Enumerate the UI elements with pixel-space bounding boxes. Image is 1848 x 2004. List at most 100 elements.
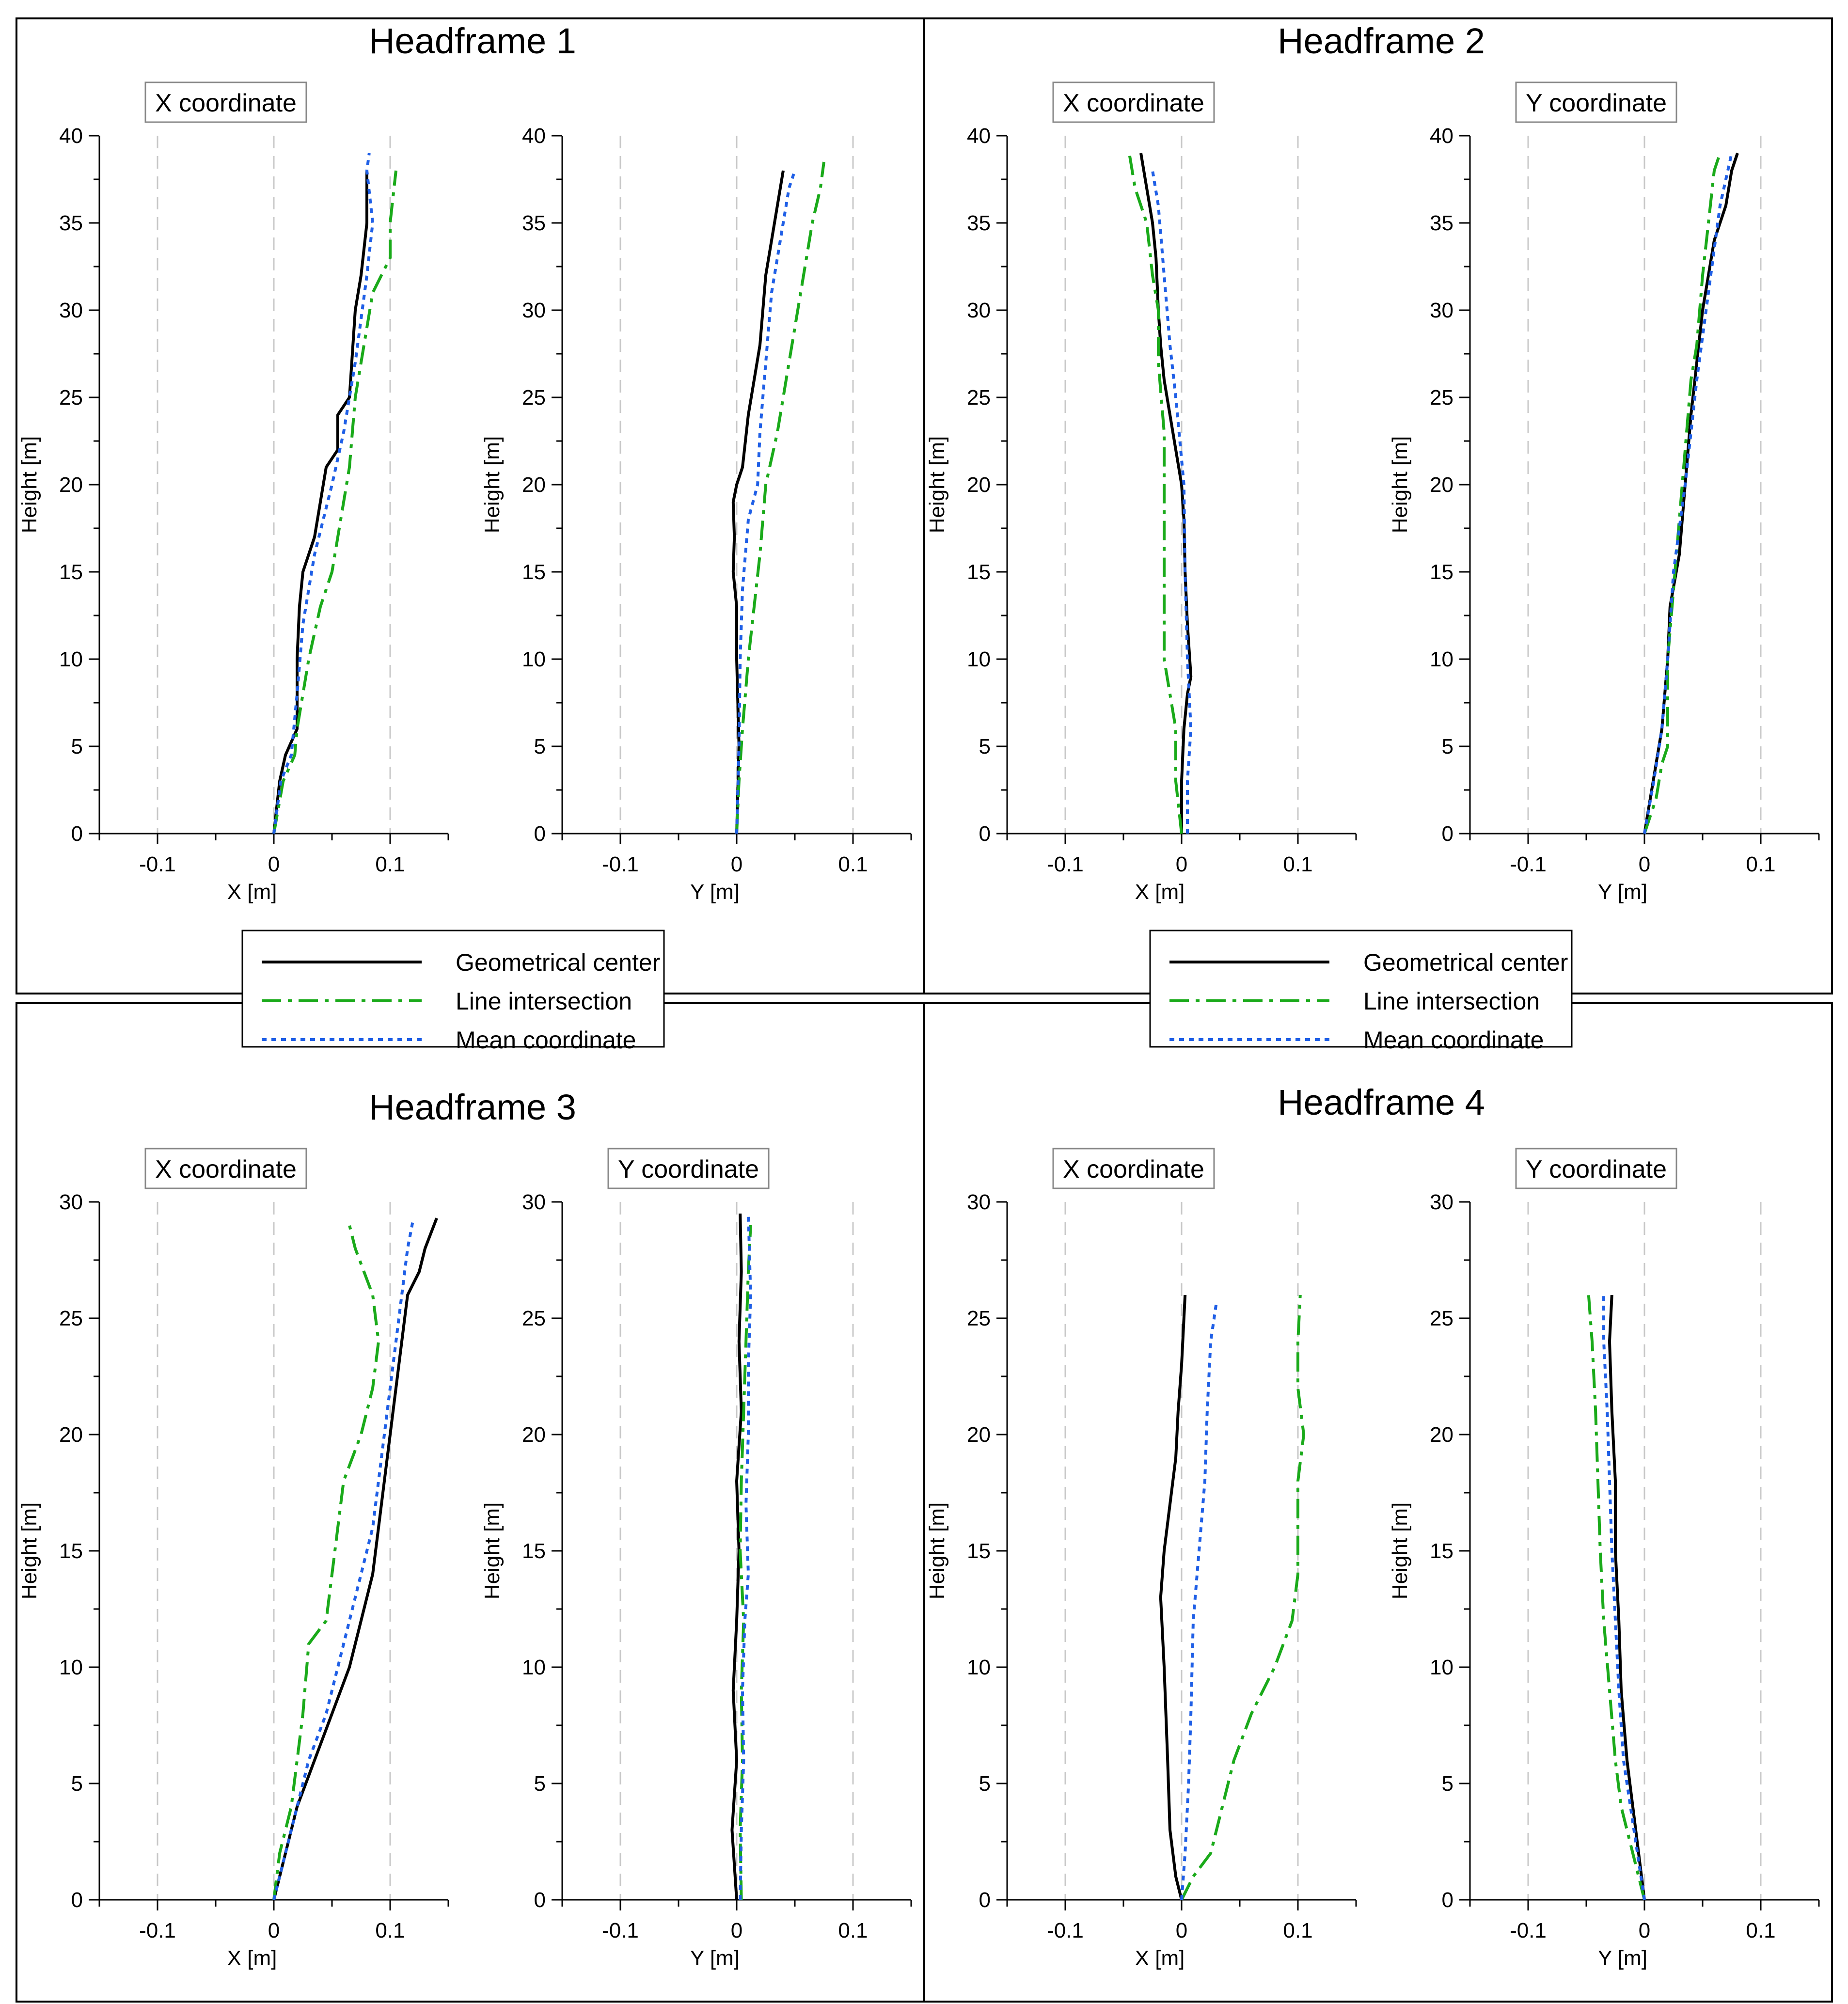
- hf3-panel2-ytick-label-4: 20: [522, 1423, 546, 1447]
- hf1-panel2-plot: 0 5 10 15 20 25 30 35 40 -0.1 0 0.1 Y [m] Height [m]: [480, 124, 912, 904]
- hf4-panel2-coord-label: Y coordinate: [1526, 1155, 1667, 1183]
- hf4-panel2-ytick-label-2: 10: [1430, 1656, 1453, 1679]
- hf2-panel1-ylabel: Height [m]: [925, 436, 949, 534]
- hf4-panel2-xlabel: Y [m]: [1598, 1946, 1647, 1970]
- hf1-panel2-ytick-label-1: 5: [534, 735, 546, 758]
- hf3-panel1-coord-label-box: [144, 1148, 307, 1189]
- hf2-panel2-ytick-label-6: 30: [1430, 299, 1453, 322]
- hf4-panel1-ylabel: Height [m]: [925, 1502, 949, 1600]
- headframe-3-title: Headframe 3: [369, 1087, 576, 1127]
- hf3-panel2-xtick-label-1: 0: [731, 1919, 742, 1942]
- hf3-panel2-ylabel: Height [m]: [480, 1502, 504, 1600]
- hf3-panel1-ytick-label-6: 30: [59, 1190, 83, 1214]
- hf2-panel2-coord-label-box: [1515, 81, 1677, 123]
- hf1-panel1-series-line: [272, 170, 397, 834]
- legend-1-label-geo: Geometrical center: [456, 949, 660, 976]
- hf4-panel2-ytick-label-0: 0: [1442, 1888, 1453, 1912]
- hf2-panel2-xlabel: Y [m]: [1598, 880, 1647, 904]
- hf2-panel1-ytick-label-8: 40: [967, 124, 991, 148]
- hf3-panel2-ytick-label-2: 10: [522, 1656, 546, 1679]
- headframe-1-frame: [16, 17, 925, 994]
- hf3-panel2-xlabel: Y [m]: [690, 1946, 740, 1970]
- hf1-panel1-ytick-label-1: 5: [71, 735, 83, 758]
- hf3-panel1-xtick-label-2: 0.1: [375, 1919, 405, 1942]
- legend-2-label-geo: Geometrical center: [1363, 949, 1568, 976]
- hf2-panel2-series-mean: [1643, 153, 1733, 834]
- legend-2-box: [1149, 930, 1573, 1048]
- hf2-panel1-coord-label-box: [1052, 81, 1215, 123]
- headframe-2-frame: [923, 17, 1833, 994]
- hf3-panel1-xtick-label-1: 0: [268, 1919, 280, 1942]
- hf4-panel1-ytick-label-4: 20: [967, 1423, 991, 1447]
- hf4-panel2-ytick-label-4: 20: [1430, 1423, 1453, 1447]
- hf4-panel2-series-line: [1587, 1294, 1646, 1900]
- hf3-panel2-plot: 0 5 10 15 20 25 30 -0.1 0 0.1 Y [m] Height [m] Y coo…: [480, 1148, 912, 1970]
- hf1-panel2-ytick-label-2: 10: [522, 647, 546, 671]
- hf3-panel1-ytick-label-1: 5: [71, 1772, 83, 1796]
- hf4-panel2-xtick-label-2: 0.1: [1746, 1919, 1775, 1942]
- plot-panels: 0 5 10 15 20 25 30 35 40 -0.1 0 0.1 X [m] Height [m] X…: [17, 81, 1820, 1970]
- hf3-panel2-xtick-label-0: -0.1: [602, 1919, 639, 1942]
- hf4-panel2-xtick-label-1: 0: [1639, 1919, 1650, 1942]
- hf4-panel2-ytick-label-3: 15: [1430, 1539, 1453, 1563]
- hf1-panel1-series-mean: [272, 153, 374, 834]
- hf4-panel1-coord-label-box: [1052, 1148, 1215, 1189]
- hf1-panel1-series-geo: [272, 171, 368, 834]
- hf2-panel2-ytick-label-0: 0: [1442, 822, 1453, 846]
- hf1-panel1-ytick-label-0: 0: [71, 822, 83, 846]
- hf4-panel2-ytick-label-5: 25: [1430, 1307, 1453, 1330]
- hf2-panel2-ytick-label-4: 20: [1430, 473, 1453, 497]
- hf2-panel1-ytick-label-5: 25: [967, 386, 991, 410]
- hf2-panel1-plot: 0 5 10 15 20 25 30 35 40 -0.1 0 0.1 X [m] Height [m] X…: [925, 81, 1357, 904]
- hf1-panel2-xtick-label-0: -0.1: [602, 852, 639, 876]
- hf3-panel2-ytick-label-0: 0: [534, 1888, 546, 1912]
- headframe-2-title: Headframe 2: [1278, 21, 1485, 61]
- hf1-panel1-xtick-label-1: 0: [268, 852, 280, 876]
- hf2-panel1-ytick-label-2: 10: [967, 647, 991, 671]
- hf4-panel1-ytick-label-0: 0: [979, 1888, 991, 1912]
- hf1-panel2-ytick-label-5: 25: [522, 386, 546, 410]
- hf1-panel2-ytick-label-7: 35: [522, 211, 546, 235]
- legend-2: Geometrical center Line intersection Mea…: [1149, 930, 1573, 1054]
- hf1-panel1-ytick-label-6: 30: [59, 299, 83, 322]
- hf2-panel1-xtick-label-2: 0.1: [1283, 852, 1312, 876]
- hf2-panel2-ytick-label-1: 5: [1442, 735, 1453, 758]
- hf3-panel2-ytick-label-1: 5: [534, 1772, 546, 1796]
- hf1-panel1-ytick-label-2: 10: [59, 647, 83, 671]
- hf4-panel2-xtick-label-0: -0.1: [1510, 1919, 1547, 1942]
- hf3-panel1-ytick-label-2: 10: [59, 1656, 83, 1679]
- hf4-panel2-ytick-label-1: 5: [1442, 1772, 1453, 1796]
- hf4-panel1-xtick-label-1: 0: [1176, 1919, 1187, 1942]
- hf3-panel1-series-geo: [272, 1217, 438, 1900]
- hf4-panel1-plot: 0 5 10 15 20 25 30 -0.1 0 0.1 X [m] Height [m] X coo…: [925, 1148, 1357, 1970]
- hf2-panel2-ytick-label-2: 10: [1430, 647, 1453, 671]
- headframe-4-title: Headframe 4: [1278, 1082, 1485, 1122]
- hf1-panel1-coord-label-box: [144, 81, 307, 123]
- hf4-panel1-ytick-label-6: 30: [967, 1190, 991, 1214]
- hf4-panel1-ytick-label-3: 15: [967, 1539, 991, 1563]
- hf3-panel1-ytick-label-5: 25: [59, 1307, 83, 1330]
- hf1-panel1-ytick-label-3: 15: [59, 560, 83, 584]
- hf3-panel1-series-mean: [272, 1218, 415, 1900]
- hf1-panel2-ytick-label-8: 40: [522, 124, 546, 148]
- hf3-panel2-coord-label-box: [607, 1148, 770, 1189]
- hf3-panel1-xlabel: X [m]: [227, 1946, 277, 1970]
- hf1-panel2-series-geo: [731, 170, 785, 834]
- hf2-panel2-xtick-label-0: -0.1: [1510, 852, 1547, 876]
- hf4-panel2-ytick-label-6: 30: [1430, 1190, 1453, 1214]
- hf2-panel1-ytick-label-1: 5: [979, 735, 991, 758]
- hf4-panel2-coord-label-box: [1515, 1148, 1677, 1189]
- legend-2-label-line: Line intersection: [1363, 988, 1540, 1015]
- hf3-panel2-series-mean: [739, 1213, 752, 1900]
- hf2-panel2-series-geo: [1643, 153, 1739, 834]
- hf3-panel2-ytick-label-3: 15: [522, 1539, 546, 1563]
- hf4-panel1-series-line: [1180, 1294, 1305, 1901]
- hf1-panel2-series-line: [735, 161, 825, 834]
- hf3-panel1-ytick-label-3: 15: [59, 1539, 83, 1563]
- hf4-panel1-series-mean: [1180, 1301, 1218, 1900]
- hf1-panel2-ytick-label-3: 15: [522, 560, 546, 584]
- legend-1-label-line: Line intersection: [456, 988, 632, 1015]
- hf2-panel1-series-line: [1128, 153, 1183, 834]
- hf2-panel2-coord-label: Y coordinate: [1526, 89, 1667, 117]
- hf2-panel1-ytick-label-0: 0: [979, 822, 991, 846]
